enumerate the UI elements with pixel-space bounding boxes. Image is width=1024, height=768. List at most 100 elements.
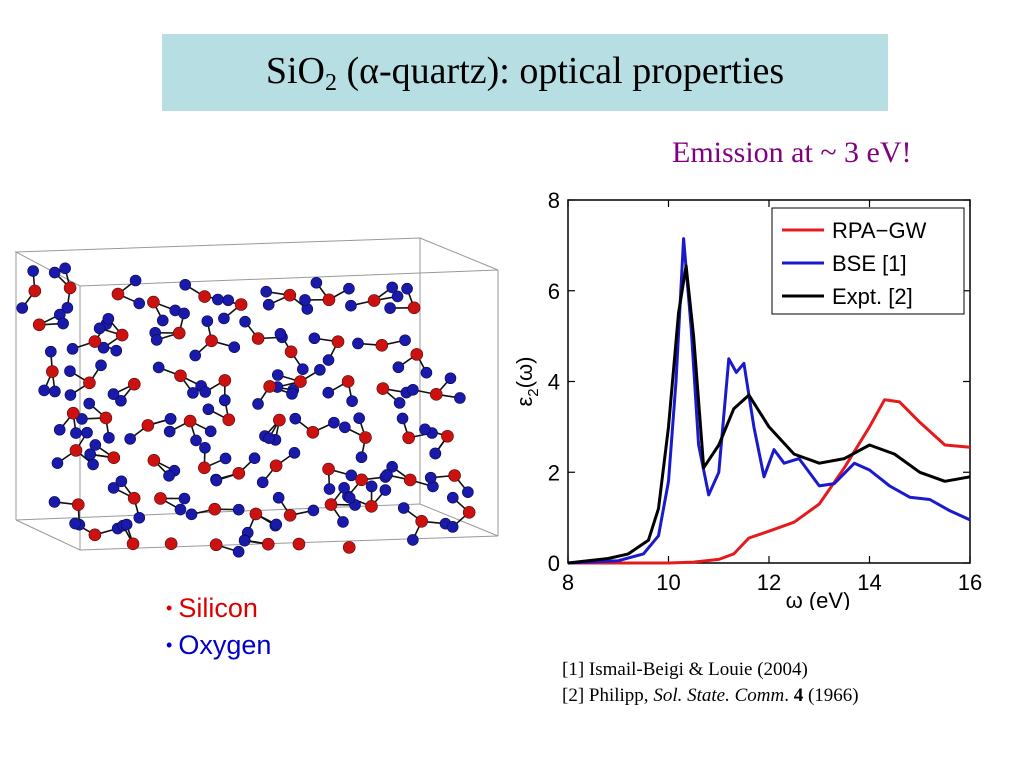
silicon-atom xyxy=(183,414,197,428)
oxygen-atom xyxy=(199,386,212,398)
oxygen-atom xyxy=(274,328,287,340)
ref2-dot: . xyxy=(784,685,794,706)
oxygen-atom xyxy=(232,503,245,516)
oxygen-atom xyxy=(107,482,120,494)
oxygen-atom xyxy=(115,394,127,407)
oxygen-atom xyxy=(219,394,231,406)
oxygen-atom xyxy=(355,451,368,464)
oxygen-atom xyxy=(59,262,71,275)
silicon-atom xyxy=(429,388,443,401)
oxygen-atom xyxy=(401,282,413,295)
y-axis-label-text: ε2(ω) xyxy=(512,357,542,407)
oxygen-atom xyxy=(185,508,198,521)
oxygen-atom xyxy=(120,518,133,531)
oxygen-atom xyxy=(462,486,474,498)
oxygen-atom xyxy=(133,511,146,524)
silicon-atom xyxy=(147,295,160,309)
title-subscript: 2 xyxy=(324,69,337,96)
oxygen-atom xyxy=(310,276,323,289)
oxygen-atom xyxy=(338,482,350,494)
silicon-atom xyxy=(273,413,286,427)
silicon-atom xyxy=(367,294,381,307)
silicon-atom xyxy=(365,500,378,513)
reference-2: [2] Philipp, Sol. State. Comm. 4 (1966) xyxy=(562,683,859,709)
oxygen-atom xyxy=(27,265,39,277)
silicon-atom xyxy=(342,541,356,554)
oxygen-atom xyxy=(299,294,311,306)
oxygen-atom xyxy=(81,426,93,439)
silicon-atom xyxy=(402,431,415,445)
oxygen-atom xyxy=(337,516,349,528)
ref2-journal: Sol. State. Comm xyxy=(653,685,785,706)
oxygen-atom xyxy=(384,302,396,314)
oxygen-atom xyxy=(343,282,355,295)
oxygen-atom xyxy=(202,403,215,416)
oxygen-atom xyxy=(446,521,459,533)
oxygen-atom xyxy=(228,341,241,353)
silicon-atom xyxy=(355,473,368,487)
oxygen-atom xyxy=(393,397,406,409)
oxygen-atom xyxy=(102,312,115,325)
oxygen-atom xyxy=(95,359,107,372)
silicon-atom xyxy=(205,334,218,348)
legend-label-2: BSE [1] xyxy=(832,251,907,276)
silicon-atom xyxy=(359,431,372,444)
oxygen-atom xyxy=(57,317,69,330)
silicon-atom xyxy=(127,491,141,505)
ref2-prefix: [2] Philipp, xyxy=(562,685,654,706)
title-text-rest: (α-quartz): optical properties xyxy=(336,49,785,92)
silicon-atom xyxy=(441,429,454,443)
silicon-atom xyxy=(69,444,83,457)
oxygen-atom xyxy=(252,398,264,410)
silicon-atom xyxy=(306,425,320,439)
oxygen-atom xyxy=(379,484,392,496)
oxygen-atom xyxy=(178,492,191,505)
silicon-atom xyxy=(46,365,59,378)
oxygen-atom xyxy=(107,388,120,400)
y-axis-label: ε2(ω) xyxy=(512,357,542,407)
silicon-atom xyxy=(164,537,178,550)
oxygen-atom xyxy=(397,502,410,514)
silicon-atom xyxy=(251,332,265,345)
oxygen-atom xyxy=(89,439,102,451)
references: [1] Ismail-Beigi & Louie (2004) [2] Phil… xyxy=(562,657,859,709)
silicon-atom xyxy=(294,375,307,388)
ref2-volume: 4 xyxy=(793,685,804,706)
silicon-atom xyxy=(66,406,80,420)
oxygen-atom xyxy=(93,322,106,335)
atom-legend: • Silicon • Oxygen xyxy=(166,590,271,664)
oxygen-atom xyxy=(204,425,217,438)
slide-title: SiO2 (α-quartz): optical properties xyxy=(266,49,784,97)
oxygen-atom xyxy=(289,412,302,425)
x-tick-label: 12 xyxy=(757,570,781,595)
oxygen-atom xyxy=(263,432,275,444)
series-line-3 xyxy=(567,264,971,565)
silicon-atom xyxy=(448,469,461,482)
silicon-atom xyxy=(407,301,421,315)
oxygen-atom xyxy=(239,315,251,328)
silicon-atom xyxy=(174,369,187,383)
oxygen-atom xyxy=(262,298,275,311)
oxygen-atom xyxy=(76,413,88,425)
silicon-atom xyxy=(141,419,155,432)
oxygen-atom xyxy=(328,416,340,429)
x-tick-label: 8 xyxy=(562,570,574,595)
oxygen-atom xyxy=(381,469,393,481)
oxygen-atom xyxy=(129,274,142,287)
silicon-atom xyxy=(172,326,186,340)
silicon-atom xyxy=(415,514,428,528)
silicon-atom xyxy=(234,298,248,311)
oxygen-atom xyxy=(61,301,74,314)
quartz-crystal-structure-image xyxy=(14,237,499,558)
emission-note: Emission at ~ 3 eV! xyxy=(672,136,912,169)
oxygen-atom xyxy=(66,343,79,355)
oxygen-atom xyxy=(419,423,431,436)
oxygen-atom xyxy=(210,474,223,487)
x-axis-label: ω (eV) xyxy=(786,588,851,610)
oxygen-atom xyxy=(286,388,298,400)
oxygen-atom xyxy=(288,447,301,459)
series-line-1 xyxy=(568,398,971,565)
oxygen-atom xyxy=(308,332,321,345)
oxygen-atom xyxy=(345,469,358,482)
silicon-atom xyxy=(283,288,297,302)
